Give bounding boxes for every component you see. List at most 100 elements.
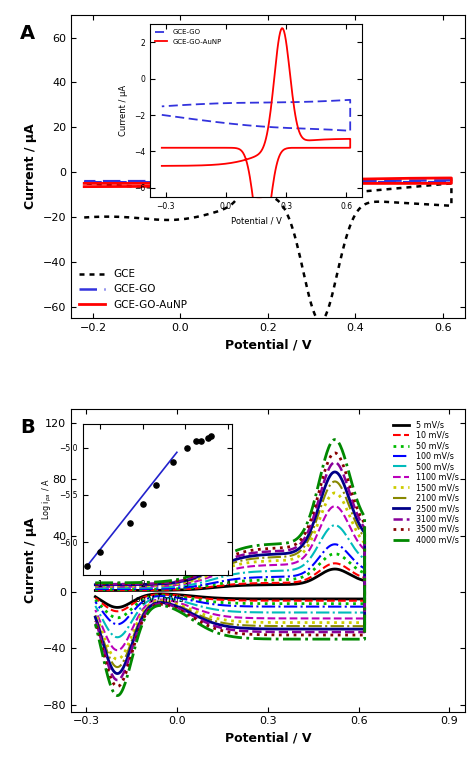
Line: 100 mV/s: 100 mV/s [95, 544, 365, 625]
GCE-GO [283, 177, 288, 186]
2500 mV/s [225, 622, 230, 631]
2100 mV/s [271, 621, 276, 631]
GCE [273, 72, 279, 81]
2100 mV/s [92, 581, 98, 590]
10 mV/s [313, 597, 319, 606]
10 mV/s [231, 580, 237, 589]
Y-axis label: Current / μA: Current / μA [24, 123, 37, 210]
50 mV/s [313, 599, 319, 608]
100 mV/s [92, 584, 98, 593]
Line: 5 mV/s: 5 mV/s [95, 569, 365, 607]
3100 mV/s [337, 463, 343, 472]
1500 mV/s [271, 618, 276, 627]
3500 mV/s [92, 579, 98, 588]
GCE-GO-AuNP [281, 185, 286, 194]
100 mV/s [231, 575, 237, 584]
GCE [283, 206, 288, 215]
10 mV/s [271, 597, 276, 606]
100 mV/s [114, 620, 120, 629]
50 mV/s [92, 595, 98, 604]
4000 mV/s [114, 691, 120, 700]
1500 mV/s [114, 655, 120, 664]
1500 mV/s [92, 609, 98, 618]
1500 mV/s [313, 618, 319, 627]
2500 mV/s [271, 625, 276, 634]
X-axis label: Potential / V: Potential / V [225, 732, 311, 745]
100 mV/s [313, 602, 319, 611]
3100 mV/s [114, 675, 120, 684]
1100 mV/s [114, 646, 120, 655]
4000 mV/s [332, 435, 338, 444]
500 mV/s [188, 580, 194, 589]
Line: GCE-GO: GCE-GO [84, 180, 451, 182]
4000 mV/s [231, 547, 237, 556]
Text: B: B [20, 418, 35, 437]
50 mV/s [92, 585, 98, 594]
500 mV/s [313, 608, 319, 617]
4000 mV/s [188, 571, 194, 580]
1100 mV/s [231, 565, 237, 574]
100 mV/s [225, 601, 230, 610]
3100 mV/s [188, 574, 194, 583]
500 mV/s [92, 601, 98, 610]
2100 mV/s [225, 619, 230, 628]
500 mV/s [231, 569, 237, 578]
1500 mV/s [92, 581, 98, 590]
500 mV/s [271, 608, 276, 617]
GCE-GO-AuNP [82, 179, 87, 188]
Line: 50 mV/s: 50 mV/s [95, 554, 365, 618]
10 mV/s [114, 607, 120, 616]
2100 mV/s [332, 477, 338, 486]
Line: 3100 mV/s: 3100 mV/s [95, 463, 365, 680]
500 mV/s [92, 584, 98, 593]
Text: A: A [20, 24, 35, 43]
1500 mV/s [231, 561, 237, 570]
GCE [318, 316, 323, 326]
Legend: GCE, GCE-GO, GCE-GO-AuNP: GCE, GCE-GO, GCE-GO-AuNP [76, 266, 191, 313]
1100 mV/s [92, 582, 98, 591]
3100 mV/s [231, 553, 237, 562]
3500 mV/s [337, 454, 343, 463]
3100 mV/s [313, 628, 319, 637]
5 mV/s [332, 565, 338, 574]
1100 mV/s [337, 505, 343, 514]
4000 mV/s [337, 441, 343, 450]
50 mV/s [231, 578, 237, 587]
GCE-GO [323, 177, 329, 186]
Line: 3500 mV/s: 3500 mV/s [95, 453, 365, 687]
500 mV/s [337, 523, 343, 532]
GCE [279, 200, 284, 209]
Line: 2100 mV/s: 2100 mV/s [95, 481, 365, 667]
2100 mV/s [114, 662, 120, 671]
10 mV/s [92, 586, 98, 595]
GCE-GO [279, 177, 284, 186]
4000 mV/s [225, 631, 230, 640]
Y-axis label: Current / μA: Current / μA [24, 517, 37, 603]
1100 mV/s [188, 578, 194, 587]
3500 mV/s [271, 631, 276, 640]
5 mV/s [92, 586, 98, 595]
5 mV/s [337, 565, 343, 575]
1100 mV/s [332, 502, 338, 511]
Legend: 5 mV/s, 10 mV/s, 50 mV/s, 100 mV/s, 500 mV/s, 1100 mV/s, 1500 mV/s, 2100 mV/s, 2: 5 mV/s, 10 mV/s, 50 mV/s, 100 mV/s, 500 … [392, 419, 461, 546]
10 mV/s [92, 593, 98, 603]
3500 mV/s [188, 572, 194, 581]
100 mV/s [337, 542, 343, 551]
GCE [375, 185, 381, 195]
10 mV/s [337, 560, 343, 569]
GCE-GO [82, 176, 87, 185]
1100 mV/s [271, 614, 276, 623]
3500 mV/s [332, 448, 338, 457]
500 mV/s [332, 521, 338, 530]
3100 mV/s [92, 580, 98, 589]
5 mV/s [188, 585, 194, 594]
GCE-GO-AuNP [170, 182, 176, 191]
GCE-GO-AuNP [284, 184, 290, 193]
GCE [353, 210, 358, 219]
GCE [170, 215, 176, 224]
5 mV/s [225, 594, 230, 603]
50 mV/s [225, 598, 230, 607]
1500 mV/s [337, 492, 343, 501]
X-axis label: Potential / V: Potential / V [225, 338, 311, 351]
100 mV/s [271, 602, 276, 611]
